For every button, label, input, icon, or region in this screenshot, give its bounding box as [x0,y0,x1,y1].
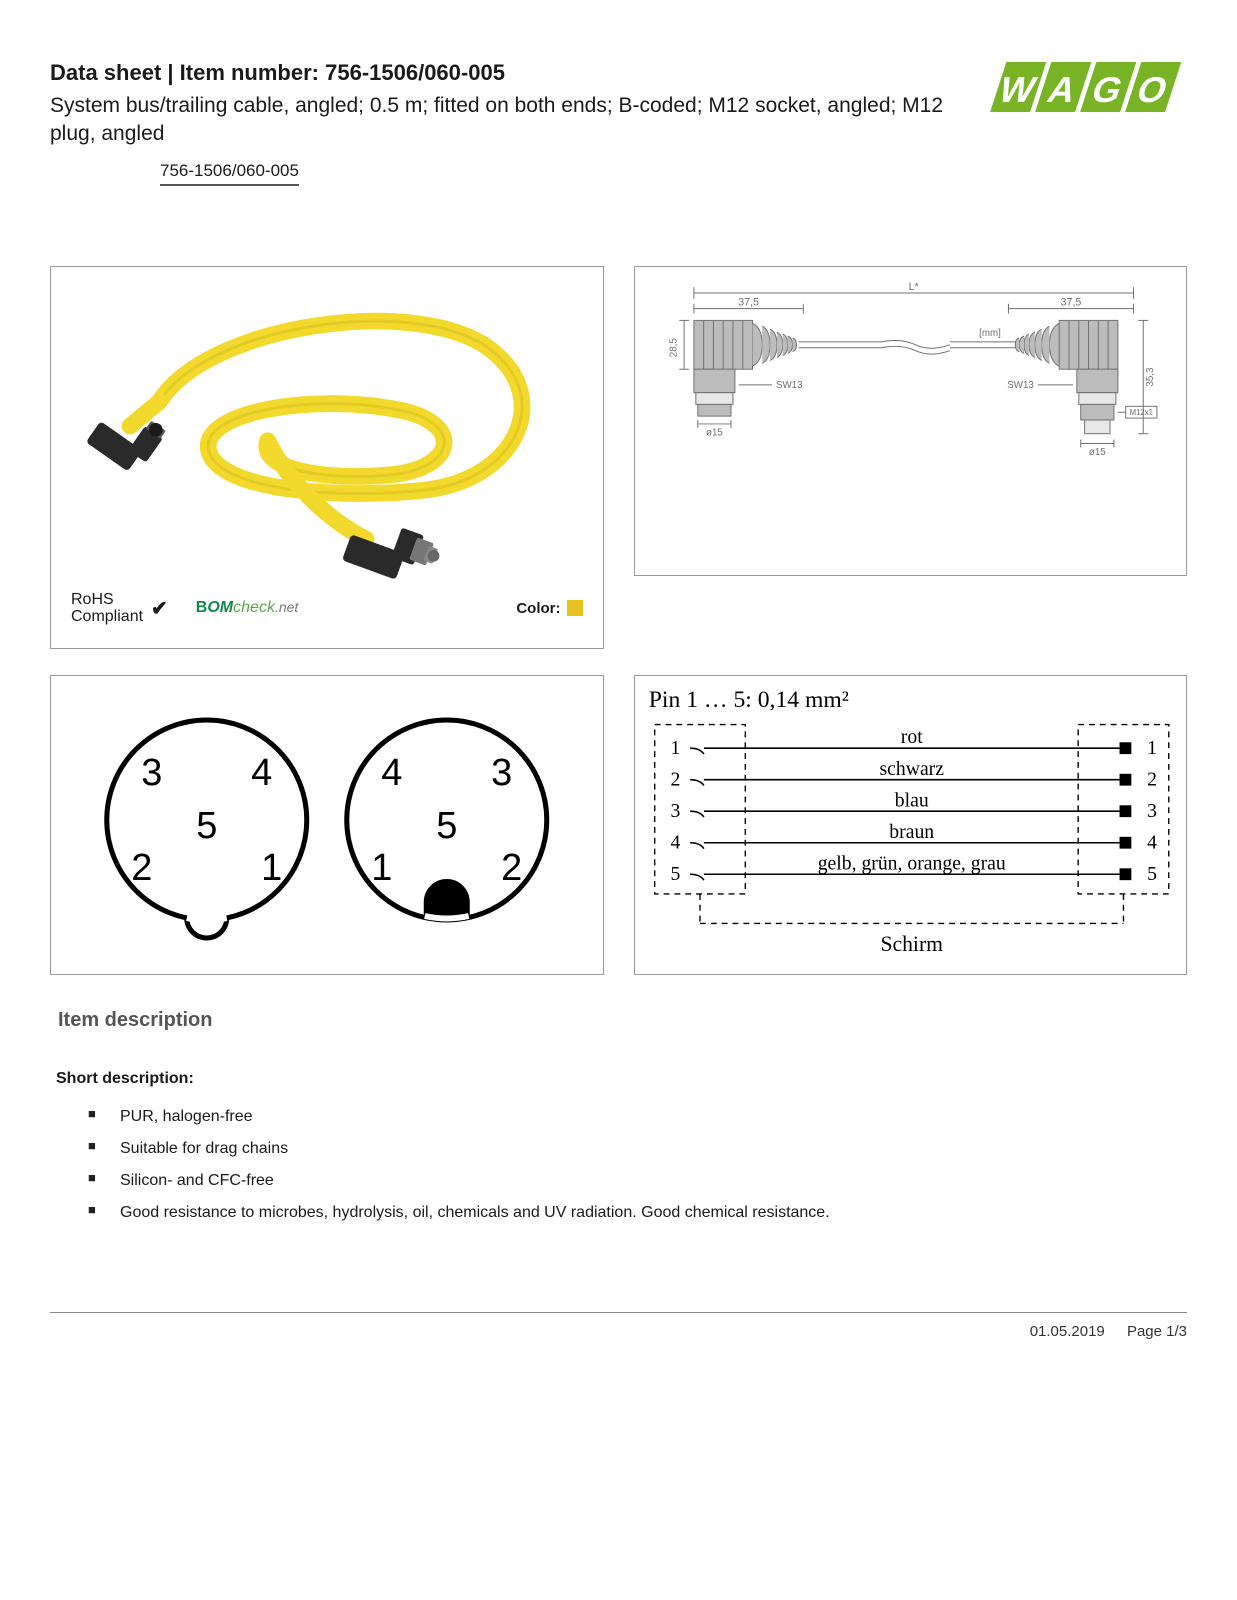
figures-grid: RoHS Compliant ✔ BOMcheck.net Color: L* [50,266,1187,975]
product-photo-panel: RoHS Compliant ✔ BOMcheck.net Color: [50,266,604,649]
svg-text:Schirm: Schirm [880,932,943,956]
dimensional-drawing: L* 37,5 37,5 [647,279,1175,563]
desc-item: Silicon- and CFC-free [88,1172,1187,1190]
footer-date: 01.05.2019 [1030,1323,1105,1340]
short-description-label: Short description: [56,1070,1187,1088]
svg-text:schwarz: schwarz [879,758,944,780]
svg-text:gelb, grün, orange, grau: gelb, grün, orange, grau [817,852,1005,874]
svg-text:[mm]: [mm] [979,328,1001,339]
svg-text:ø15: ø15 [705,427,722,438]
item-link-row: 756-1506/060-005 [160,161,1187,186]
svg-text:5: 5 [436,805,457,847]
title-prefix: Data sheet | Item number: [50,60,325,85]
svg-text:braun: braun [889,821,934,843]
svg-text:SW13: SW13 [1007,379,1034,390]
badges-row: RoHS Compliant ✔ BOMcheck.net Color: [71,591,583,626]
svg-text:2: 2 [131,847,152,889]
product-image [71,281,583,581]
svg-text:3: 3 [1147,800,1157,822]
svg-text:28,5: 28,5 [668,337,679,357]
svg-text:1: 1 [261,847,282,889]
pin-diagram: 3 4 5 2 1 4 3 5 1 2 [65,690,589,960]
footer: 01.05.2019 Page 1/3 [50,1312,1187,1340]
title-line: Data sheet | Item number: 756-1506/060-0… [50,60,947,86]
bom-check: check [233,599,275,616]
wire-row-4: 4 braun 4 [670,821,1157,854]
dim-L: L* [908,281,919,293]
svg-text:blau: blau [894,789,928,811]
wire-row-1: 1 rot 1 [670,726,1156,759]
svg-text:W: W [994,70,1041,110]
rohs-line2: Compliant [71,608,143,626]
wago-logo: W A G O [977,60,1187,120]
bom-net: .net [275,599,298,615]
wiring-diagram-panel: Pin 1 … 5: 0,14 mm² Schirm 1 rot 1 [634,675,1188,975]
svg-text:1: 1 [1147,737,1157,759]
wire-row-5: 5 gelb, grün, orange, grau 5 [670,852,1157,885]
bom-b: B [196,599,208,616]
wiring-title: Pin 1 … 5: 0,14 mm² [648,687,848,713]
svg-text:37,5: 37,5 [738,296,759,308]
color-badge: Color: [516,600,582,617]
svg-text:1: 1 [670,737,680,759]
svg-text:37,5: 37,5 [1060,296,1081,308]
svg-text:5: 5 [196,805,217,847]
svg-text:M12x1: M12x1 [1129,408,1152,417]
pin-diagram-panel: 3 4 5 2 1 4 3 5 1 2 [50,675,604,975]
wiring-diagram: Pin 1 … 5: 0,14 mm² Schirm 1 rot 1 [635,676,1187,974]
svg-text:SW13: SW13 [775,379,802,390]
title-item-number: 756-1506/060-005 [325,60,505,85]
svg-text:1: 1 [371,847,392,889]
svg-text:3: 3 [670,800,680,822]
svg-text:rot: rot [900,726,922,748]
subtitle: System bus/trailing cable, angled; 0.5 m… [50,92,947,149]
svg-text:35,3: 35,3 [1145,367,1156,386]
svg-text:2: 2 [670,768,680,790]
dimensional-drawing-panel: L* 37,5 37,5 [634,266,1188,576]
desc-item: Good resistance to microbes, hydrolysis,… [88,1204,1187,1222]
description-list: PUR, halogen-free Suitable for drag chai… [88,1108,1187,1222]
bom-om: OM [207,599,233,616]
section-title: Item description [58,1009,1187,1032]
svg-text:4: 4 [1147,832,1157,854]
desc-item: PUR, halogen-free [88,1108,1187,1126]
svg-text:5: 5 [1147,863,1157,885]
svg-text:3: 3 [141,752,162,794]
svg-text:4: 4 [670,832,680,854]
item-number-link[interactable]: 756-1506/060-005 [160,161,299,186]
wire-row-2: 2 schwarz 2 [670,758,1156,791]
color-label-text: Color: [516,600,560,617]
desc-item: Suitable for drag chains [88,1140,1187,1158]
svg-text:ø15: ø15 [1088,447,1105,458]
svg-text:4: 4 [381,752,402,794]
header: Data sheet | Item number: 756-1506/060-0… [50,60,1187,149]
header-text: Data sheet | Item number: 756-1506/060-0… [50,60,977,149]
rohs-line1: RoHS [71,591,143,609]
wire-row-3: 3 blau 3 [670,789,1157,822]
bomcheck-badge: BOMcheck.net [196,599,299,617]
svg-text:5: 5 [670,863,680,885]
footer-page: Page 1/3 [1127,1323,1187,1340]
svg-text:2: 2 [1147,768,1157,790]
svg-text:3: 3 [491,752,512,794]
check-icon: ✔ [151,596,168,621]
rohs-badge: RoHS Compliant ✔ [71,591,168,626]
svg-text:2: 2 [501,847,522,889]
color-swatch [567,600,583,616]
svg-text:4: 4 [251,752,272,794]
